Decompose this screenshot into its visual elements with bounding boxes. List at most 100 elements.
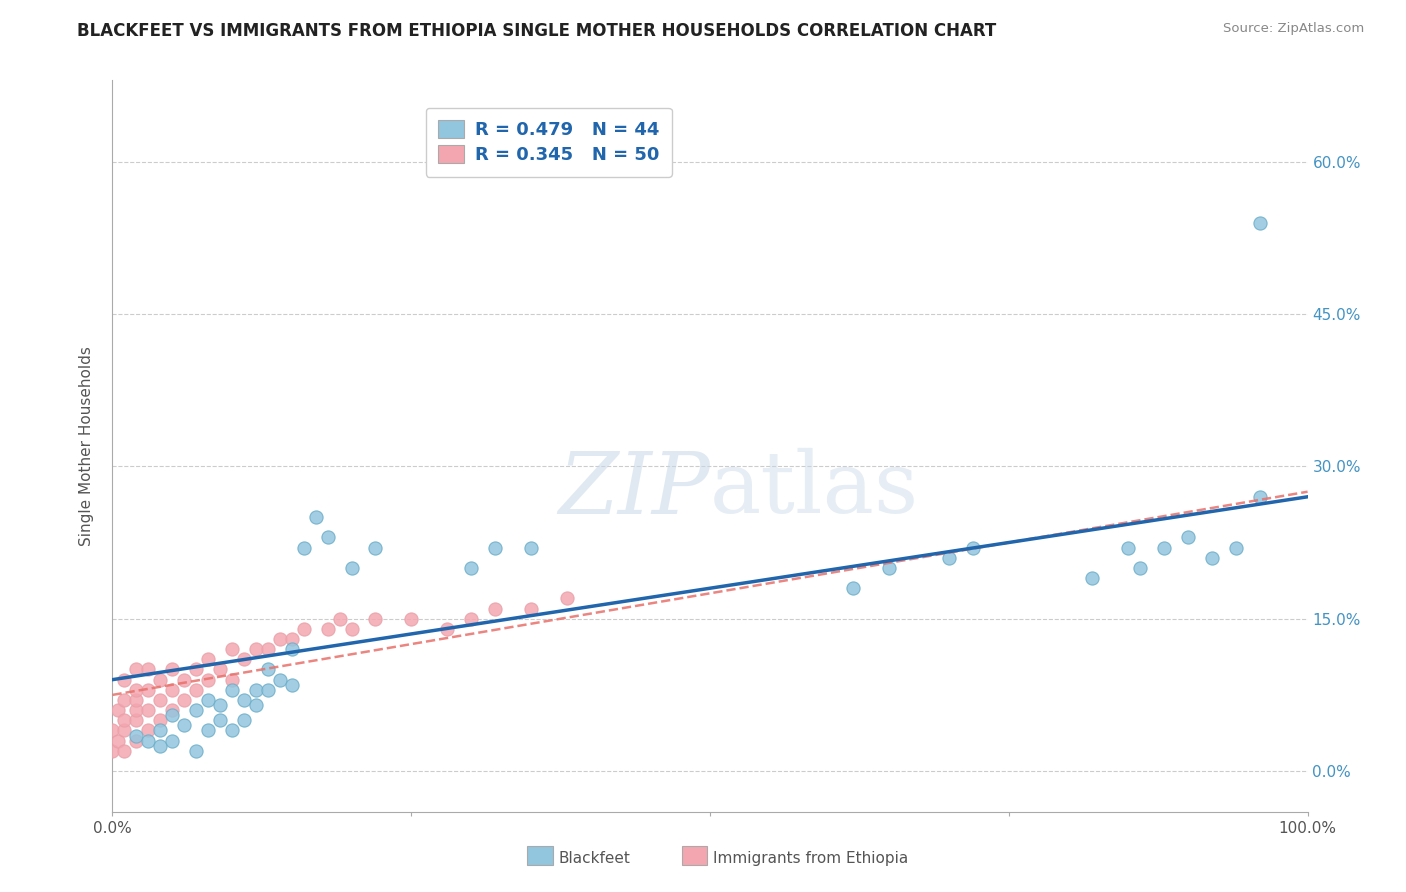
Point	[329, 612, 352, 626]
Point	[520, 601, 543, 615]
Point	[233, 693, 256, 707]
Point	[209, 663, 232, 677]
Point	[938, 550, 960, 565]
Point	[197, 673, 219, 687]
Point	[138, 703, 160, 717]
Point	[149, 673, 172, 687]
Point	[555, 591, 578, 606]
Text: Blackfeet: Blackfeet	[558, 851, 630, 865]
Point	[221, 673, 243, 687]
Point	[364, 612, 387, 626]
Point	[149, 714, 172, 728]
Point	[1249, 215, 1271, 229]
Point	[1201, 550, 1223, 565]
Point	[1153, 541, 1175, 555]
Point	[305, 510, 328, 524]
Legend: R = 0.479   N = 44, R = 0.345   N = 50: R = 0.479 N = 44, R = 0.345 N = 50	[426, 108, 672, 177]
Point	[125, 693, 148, 707]
Point	[114, 714, 135, 728]
Point	[149, 723, 172, 738]
Point	[401, 612, 423, 626]
Point	[125, 663, 148, 677]
Point	[245, 698, 267, 712]
Point	[186, 703, 208, 717]
Point	[436, 622, 458, 636]
Point	[138, 733, 160, 747]
Point	[221, 723, 243, 738]
Text: Source: ZipAtlas.com: Source: ZipAtlas.com	[1223, 22, 1364, 36]
Point	[484, 601, 506, 615]
Point	[138, 663, 160, 677]
Point	[114, 693, 135, 707]
Point	[879, 561, 901, 575]
Point	[245, 642, 267, 657]
Point	[257, 642, 280, 657]
Point	[292, 541, 315, 555]
Point	[1081, 571, 1104, 585]
Point	[281, 642, 304, 657]
Point	[114, 723, 135, 738]
Point	[340, 622, 363, 636]
Text: Immigrants from Ethiopia: Immigrants from Ethiopia	[713, 851, 908, 865]
Point	[197, 693, 219, 707]
Point	[107, 733, 129, 747]
Point	[233, 652, 256, 666]
Point	[245, 682, 267, 697]
Point	[221, 682, 243, 697]
Point	[460, 612, 482, 626]
Point	[1118, 541, 1140, 555]
Point	[107, 703, 129, 717]
Point	[460, 561, 482, 575]
Point	[281, 678, 304, 692]
Point	[101, 744, 124, 758]
Point	[962, 541, 984, 555]
Point	[125, 729, 148, 743]
Point	[316, 530, 339, 544]
Point	[149, 739, 172, 753]
Point	[209, 698, 232, 712]
Point	[520, 541, 543, 555]
Point	[316, 622, 339, 636]
Point	[186, 744, 208, 758]
Point	[257, 663, 280, 677]
Point	[162, 733, 183, 747]
Point	[197, 652, 219, 666]
Point	[162, 703, 183, 717]
Text: BLACKFEET VS IMMIGRANTS FROM ETHIOPIA SINGLE MOTHER HOUSEHOLDS CORRELATION CHART: BLACKFEET VS IMMIGRANTS FROM ETHIOPIA SI…	[77, 22, 997, 40]
Point	[149, 693, 172, 707]
Point	[138, 682, 160, 697]
Point	[842, 581, 865, 595]
Point	[1225, 541, 1247, 555]
Point	[209, 714, 232, 728]
Point	[221, 642, 243, 657]
Point	[125, 733, 148, 747]
Point	[162, 663, 183, 677]
Point	[125, 703, 148, 717]
Point	[125, 682, 148, 697]
Point	[101, 723, 124, 738]
Point	[186, 663, 208, 677]
Point	[186, 682, 208, 697]
Point	[269, 632, 291, 646]
Point	[269, 673, 291, 687]
Point	[114, 673, 135, 687]
Point	[1177, 530, 1199, 544]
Point	[162, 682, 183, 697]
Point	[173, 693, 195, 707]
Point	[114, 744, 135, 758]
Point	[138, 723, 160, 738]
Point	[197, 723, 219, 738]
Point	[257, 682, 280, 697]
Point	[162, 708, 183, 723]
Point	[281, 632, 304, 646]
Point	[292, 622, 315, 636]
Point	[1249, 490, 1271, 504]
Point	[484, 541, 506, 555]
Point	[125, 714, 148, 728]
Point	[364, 541, 387, 555]
Point	[173, 673, 195, 687]
Text: ZIP: ZIP	[558, 449, 710, 532]
Text: atlas: atlas	[710, 449, 920, 532]
Point	[1129, 561, 1152, 575]
Point	[340, 561, 363, 575]
